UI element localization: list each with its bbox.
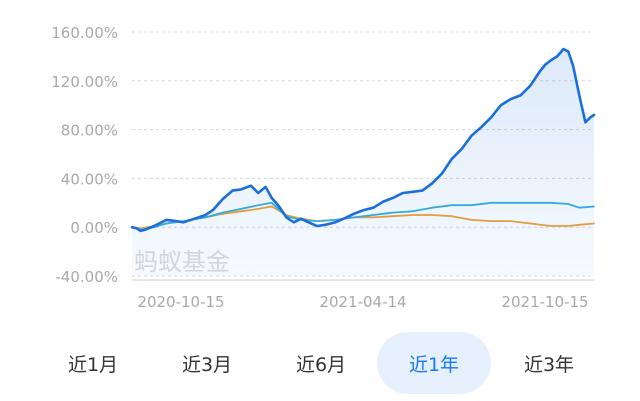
tab-1-month[interactable]: 近1月 <box>67 353 119 376</box>
x-tick-label: 2020-10-15 <box>137 293 224 311</box>
y-tick-label: 80.00% <box>61 122 118 140</box>
tab-1-year[interactable]: 近1年 <box>377 332 491 394</box>
series-line-0 <box>130 47 596 233</box>
tab-6-months[interactable]: 近6月 <box>295 353 347 376</box>
y-tick-label: 160.00% <box>51 24 118 42</box>
fund-performance-chart[interactable]: 160.00% 120.00% 80.00% 40.00% 0.00% -40.00% 20… <box>0 0 640 330</box>
series-area <box>132 49 594 276</box>
y-tick-label: -40.00% <box>55 268 118 286</box>
period-tabs: 近1月 近3月 近6月 近1年 近3年 <box>0 332 640 394</box>
y-tick-label: 40.00% <box>61 170 118 188</box>
tab-3-months[interactable]: 近3月 <box>181 353 233 376</box>
y-tick-label: 0.00% <box>70 219 118 237</box>
tab-3-years[interactable]: 近3年 <box>523 353 575 376</box>
y-tick-label: 120.00% <box>51 73 118 91</box>
x-tick-label: 2021-10-15 <box>501 293 588 311</box>
x-tick-label: 2021-04-14 <box>319 293 406 311</box>
